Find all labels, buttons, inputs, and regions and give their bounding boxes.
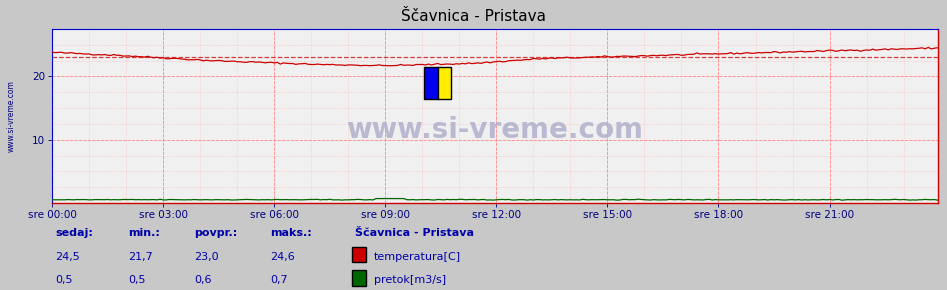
Text: 0,7: 0,7 <box>270 275 288 285</box>
FancyBboxPatch shape <box>424 67 438 99</box>
Text: Ščavnica - Pristava: Ščavnica - Pristava <box>401 9 546 24</box>
Text: 21,7: 21,7 <box>128 251 152 262</box>
Text: www.si-vreme.com: www.si-vreme.com <box>7 80 16 152</box>
Text: 0,6: 0,6 <box>194 275 211 285</box>
Text: 23,0: 23,0 <box>194 251 219 262</box>
Text: sedaj:: sedaj: <box>55 228 93 238</box>
FancyBboxPatch shape <box>438 67 452 99</box>
Text: pretok[m3/s]: pretok[m3/s] <box>374 275 446 285</box>
Text: 24,6: 24,6 <box>270 251 295 262</box>
Text: 0,5: 0,5 <box>128 275 145 285</box>
Text: Ščavnica - Pristava: Ščavnica - Pristava <box>355 228 474 238</box>
Text: min.:: min.: <box>128 228 160 238</box>
Text: povpr.:: povpr.: <box>194 228 238 238</box>
Text: maks.:: maks.: <box>270 228 312 238</box>
Text: 24,5: 24,5 <box>55 251 80 262</box>
Text: temperatura[C]: temperatura[C] <box>374 251 461 262</box>
Text: 0,5: 0,5 <box>55 275 72 285</box>
Text: www.si-vreme.com: www.si-vreme.com <box>347 116 643 144</box>
